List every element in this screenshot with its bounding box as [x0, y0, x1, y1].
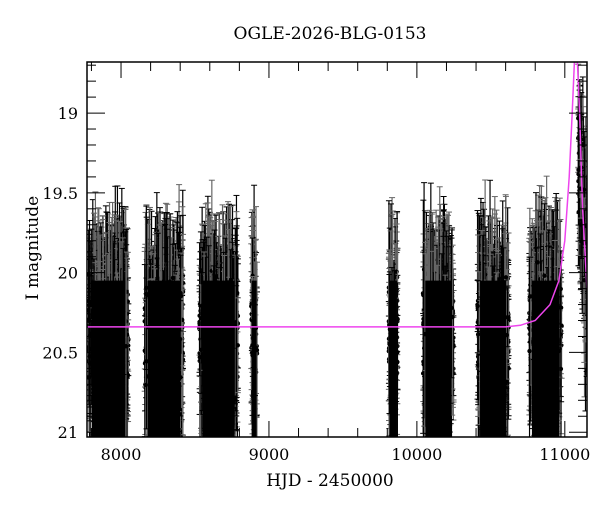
y-tick-label: 20	[58, 264, 78, 283]
x-axis-label: HJD - 2450000	[266, 471, 394, 491]
season-cluster	[385, 197, 401, 437]
x-tick-label: 8000	[101, 445, 142, 464]
x-tick-label: 11000	[539, 445, 590, 464]
x-tick-label: 9000	[249, 445, 290, 464]
season-cluster	[526, 175, 565, 437]
season-cluster	[196, 179, 241, 437]
x-tick-label: 10000	[391, 445, 442, 464]
photometry-points	[87, 63, 587, 437]
season-cluster	[474, 179, 512, 437]
season-cluster	[248, 184, 261, 437]
season-cluster	[420, 182, 457, 437]
season-cluster	[141, 184, 187, 437]
tick-labels: 8000 9000 10000 11000 19 19.5 20 20.5 21	[42, 104, 590, 464]
y-tick-label: 21	[58, 423, 78, 442]
y-tick-label: 19.5	[42, 184, 78, 203]
chart-title: OGLE-2026-BLG-0153	[233, 24, 427, 44]
y-tick-label: 20.5	[42, 343, 78, 362]
y-tick-label: 19	[58, 104, 78, 123]
axes-frame	[86, 61, 588, 438]
model-curve	[87, 62, 587, 328]
